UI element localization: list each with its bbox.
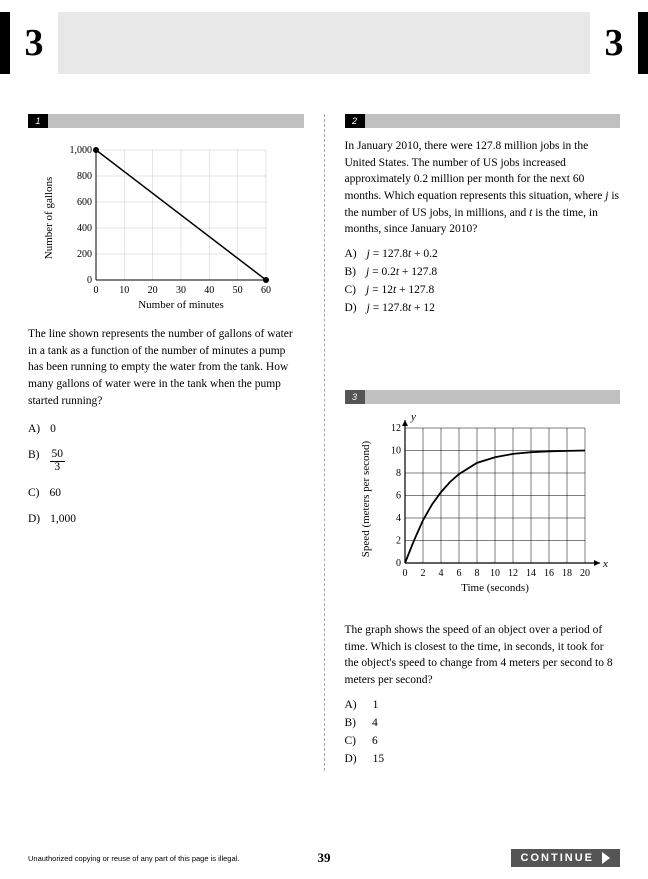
q3-choice-d-text: 15 — [373, 753, 385, 765]
q1-choice-c: C)60 — [28, 487, 304, 499]
question-2-text: In January 2010, there were 127.8 millio… — [345, 138, 621, 238]
question-2-number: 2 — [345, 114, 365, 128]
q1-choice-d: D)1,000 — [28, 513, 304, 525]
svg-text:12: 12 — [391, 423, 401, 434]
svg-text:200: 200 — [77, 249, 92, 260]
svg-text:10: 10 — [490, 568, 500, 579]
svg-text:10: 10 — [391, 446, 401, 457]
svg-text:0: 0 — [94, 285, 99, 296]
continue-label: CONTINUE — [521, 852, 594, 864]
question-3-chart: 0 2 4 6 8 10 12 0 2 4 6 8 — [355, 414, 621, 612]
svg-text:30: 30 — [176, 285, 186, 296]
q1-choice-b: B) 50 3 — [28, 449, 304, 473]
q3-choice-a-text: 1 — [373, 699, 379, 711]
q2-choice-c: C)j = 12t + 127.8 — [345, 284, 621, 296]
q2-choice-b-text: j = 0.2t + 127.8 — [366, 266, 437, 278]
q3-choice-d: D)15 — [345, 753, 621, 765]
question-1-text: The line shown represents the number of … — [28, 326, 304, 409]
svg-text:y: y — [410, 414, 416, 423]
question-3-text: The graph shows the speed of an object o… — [345, 622, 621, 689]
question-2-choices: A)j = 127.8t + 0.2 B)j = 0.2t + 127.8 C)… — [345, 248, 621, 314]
q2-choice-d: D)j = 127.8t + 12 — [345, 302, 621, 314]
question-1-chart: 0 200 400 600 800 1,000 0 10 20 30 40 — [38, 138, 304, 316]
question-2-bar: 2 — [345, 114, 621, 128]
q3-choice-b: B)4 — [345, 717, 621, 729]
svg-text:8: 8 — [396, 468, 401, 479]
svg-text:4: 4 — [438, 568, 443, 579]
speed-chart-svg: 0 2 4 6 8 10 12 0 2 4 6 8 — [355, 414, 615, 609]
question-3-number: 3 — [345, 390, 365, 404]
svg-text:6: 6 — [456, 568, 461, 579]
page-number: 39 — [318, 850, 331, 866]
section-number-left: 3 — [10, 12, 58, 74]
section-number-right: 3 — [590, 12, 638, 74]
svg-text:8: 8 — [474, 568, 479, 579]
question-3-choices: A)1 B)4 C)6 D)15 — [345, 699, 621, 765]
q1-choice-d-text: 1,000 — [50, 513, 76, 525]
svg-text:Time (seconds): Time (seconds) — [461, 582, 529, 594]
left-column: 1 — [28, 114, 304, 771]
svg-text:20: 20 — [148, 285, 158, 296]
svg-text:12: 12 — [508, 568, 518, 579]
q1-ylabel: Number of gallons — [43, 177, 55, 259]
svg-text:0: 0 — [396, 558, 401, 569]
column-divider — [324, 114, 325, 771]
svg-text:6: 6 — [396, 491, 401, 502]
q2-choice-a: A)j = 127.8t + 0.2 — [345, 248, 621, 260]
q1-xlabel: Number of minutes — [138, 299, 224, 311]
svg-text:18: 18 — [562, 568, 572, 579]
section-number-left-text: 3 — [25, 21, 44, 65]
footer-copyright: Unauthorized copying or reuse of any par… — [28, 854, 239, 863]
question-1-choices: A)0 B) 50 3 C)60 D)1,000 — [28, 423, 304, 525]
svg-text:20: 20 — [580, 568, 590, 579]
svg-text:10: 10 — [119, 285, 129, 296]
question-3-bar: 3 — [345, 390, 621, 404]
page-header: 3 3 — [10, 12, 638, 74]
q2-choice-b: B)j = 0.2t + 127.8 — [345, 266, 621, 278]
svg-text:0: 0 — [402, 568, 407, 579]
q3-choice-b-text: 4 — [372, 717, 378, 729]
right-column: 2 In January 2010, there were 127.8 mill… — [345, 114, 621, 771]
svg-text:600: 600 — [77, 197, 92, 208]
gallons-chart-svg: 0 200 400 600 800 1,000 0 10 20 30 40 — [38, 138, 288, 313]
svg-text:50: 50 — [233, 285, 243, 296]
q2-choice-c-text: j = 12t + 127.8 — [366, 284, 434, 296]
svg-text:Speed (meters per second): Speed (meters per second) — [360, 441, 372, 558]
svg-text:14: 14 — [526, 568, 536, 579]
page-footer: Unauthorized copying or reuse of any par… — [0, 849, 648, 867]
section-number-right-text: 3 — [605, 21, 624, 65]
svg-text:2: 2 — [396, 536, 401, 547]
q1-choice-b-frac: 50 3 — [50, 449, 66, 473]
svg-text:60: 60 — [261, 285, 271, 296]
q2-choice-a-text: j = 127.8t + 0.2 — [367, 248, 438, 260]
q2-choice-d-text: j = 127.8t + 12 — [367, 302, 435, 314]
svg-text:16: 16 — [544, 568, 554, 579]
svg-text:1,000: 1,000 — [70, 145, 93, 156]
q1-choice-c-text: 60 — [50, 487, 62, 499]
svg-text:400: 400 — [77, 223, 92, 234]
svg-text:4: 4 — [396, 513, 401, 524]
content-area: 1 — [0, 74, 648, 771]
svg-text:40: 40 — [204, 285, 214, 296]
q3-choice-a: A)1 — [345, 699, 621, 711]
svg-text:2: 2 — [420, 568, 425, 579]
question-1-bar: 1 — [28, 114, 304, 128]
svg-text:0: 0 — [87, 275, 92, 286]
q3-choice-c-text: 6 — [372, 735, 378, 747]
svg-text:x: x — [602, 558, 608, 570]
q1-choice-a-text: 0 — [50, 423, 56, 435]
q3-choice-c: C)6 — [345, 735, 621, 747]
continue-button: CONTINUE — [511, 849, 620, 867]
q1-choice-a: A)0 — [28, 423, 304, 435]
svg-text:800: 800 — [77, 171, 92, 182]
question-1-number: 1 — [28, 114, 48, 128]
